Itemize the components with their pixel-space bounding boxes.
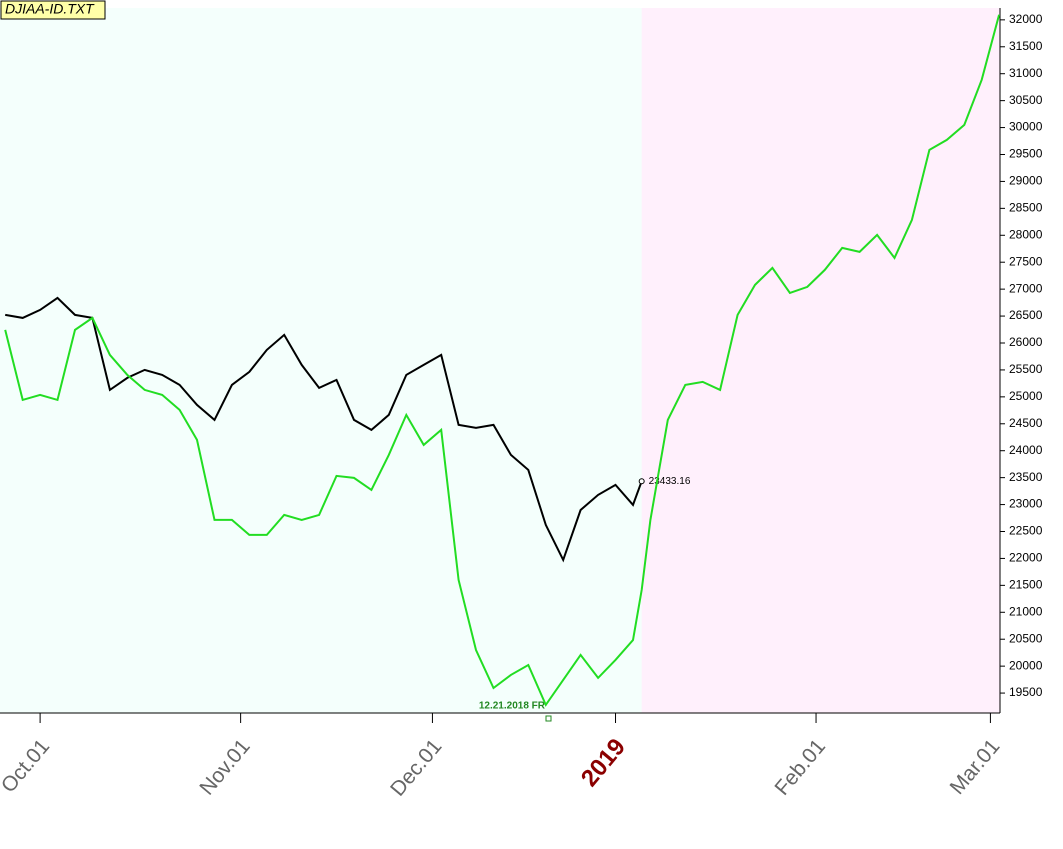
last-value-label: 23433.16 [649,476,691,487]
chart-title: DJIAA-ID.TXT [5,1,95,17]
x-tick-label: Nov.01 [195,735,254,800]
y-tick-label: 20500 [1009,631,1043,645]
y-tick-label: 31000 [1009,66,1043,80]
x-tick-label: Feb.01 [770,735,830,800]
y-tick-label: 29000 [1009,174,1043,188]
y-tick-label: 27500 [1009,254,1043,268]
y-tick-label: 31500 [1009,39,1043,53]
y-tick-label: 32000 [1009,12,1043,26]
y-tick-label: 24500 [1009,416,1043,430]
y-tick-label: 28000 [1009,227,1043,241]
y-tick-label: 30000 [1009,120,1043,134]
annotation-marker [545,715,552,722]
y-tick-label: 21000 [1009,604,1043,618]
y-tick-label: 21500 [1009,578,1043,592]
y-tick-label: 27000 [1009,281,1043,295]
y-tick-label: 19500 [1009,685,1043,699]
y-tick-label: 25000 [1009,389,1043,403]
annotation: 12.21.2018 FR [479,701,546,712]
x-tick-label: Mar.01 [946,735,1005,799]
future-region [641,8,1000,713]
x-tick-label: Dec.01 [386,735,446,801]
x-tick-label: Oct.01 [0,735,54,797]
y-tick-label: 30500 [1009,93,1043,107]
y-tick-label: 24000 [1009,443,1043,457]
y-tick-label: 20000 [1009,658,1043,672]
y-tick-label: 22000 [1009,551,1043,565]
y-tick-label: 23000 [1009,497,1043,511]
y-tick-label: 26000 [1009,335,1043,349]
y-tick-label: 22500 [1009,524,1043,538]
last-point [638,478,645,485]
y-tick-label: 29500 [1009,147,1043,161]
series-line [4,14,1001,707]
series-line [5,296,643,563]
y-tick-label: 25500 [1009,362,1043,376]
title-box [0,0,106,20]
y-tick-label: 28500 [1009,201,1043,215]
x-tick-label: 2019 [576,734,631,792]
y-tick-label: 23500 [1009,470,1043,484]
y-tick-label: 26500 [1009,308,1043,322]
